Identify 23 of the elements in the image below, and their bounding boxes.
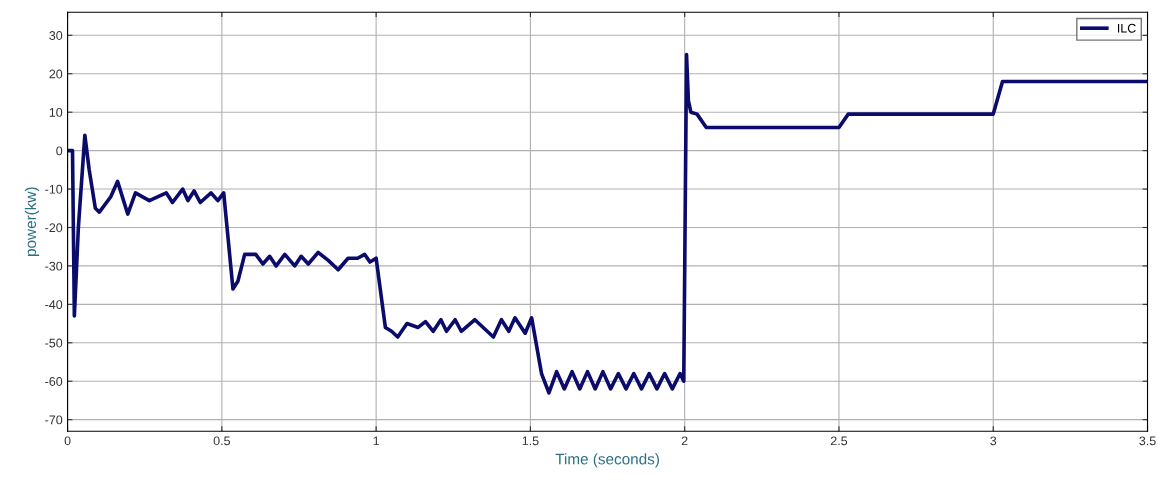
x-tick-label: 2 xyxy=(681,436,688,446)
x-tick-label: 0.5 xyxy=(213,436,231,446)
x-tick-label: 0 xyxy=(64,436,71,446)
y-tick-label: 20 xyxy=(49,69,63,79)
x-axis-title: Time (seconds) xyxy=(555,453,659,468)
y-tick-label: -10 xyxy=(45,184,63,194)
y-axis-title: power(kw) xyxy=(24,187,40,256)
y-tick-label: -30 xyxy=(45,261,63,271)
x-tick-label: 3 xyxy=(990,436,997,446)
y-tick-label: 10 xyxy=(49,107,63,117)
x-tick-label: 2.5 xyxy=(830,436,848,446)
line-series xyxy=(67,52,1148,395)
x-tick-label: 1.5 xyxy=(522,436,539,446)
y-tick-label: 30 xyxy=(49,31,63,40)
x-tick-label: 1 xyxy=(373,436,379,446)
y-tick-label: -60 xyxy=(45,377,63,386)
y-tick-label: -50 xyxy=(45,338,63,348)
y-tick-label: 0 xyxy=(56,146,63,156)
legend-label: ILC xyxy=(1117,23,1136,33)
y-tick-label: -20 xyxy=(45,223,63,233)
y-tick-label: -70 xyxy=(45,415,63,425)
x-tick-label: 3.5 xyxy=(1139,436,1156,446)
y-tick-label: -40 xyxy=(45,300,63,310)
